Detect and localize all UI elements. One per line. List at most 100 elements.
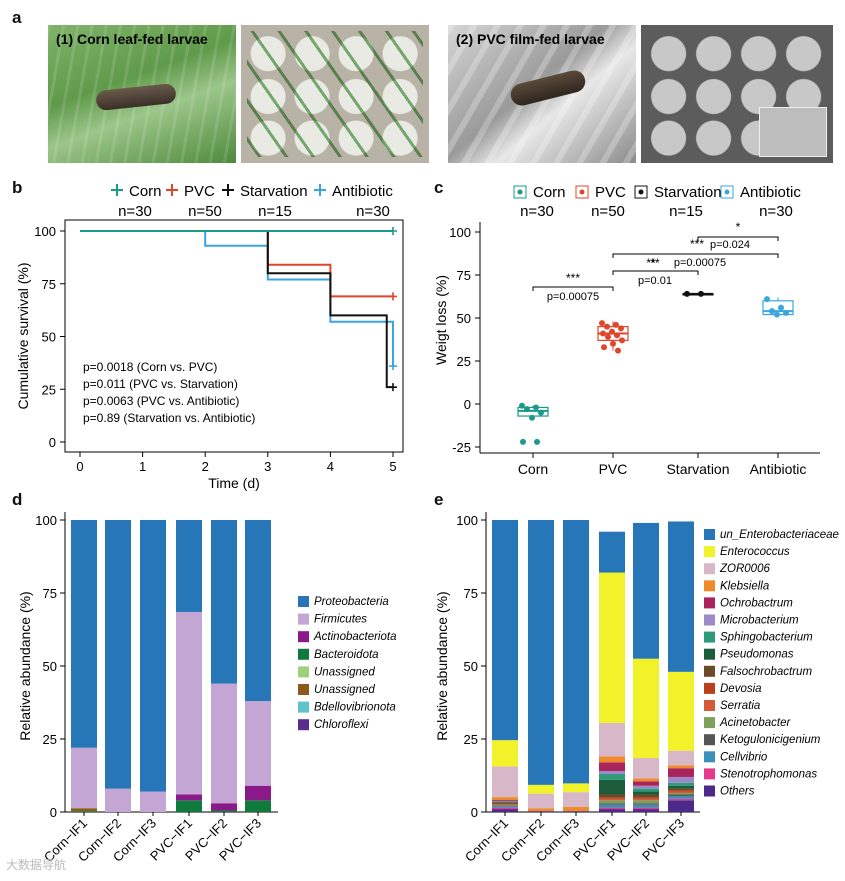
bar-segment-serratia xyxy=(599,798,625,801)
legend-label-starvation: Starvation xyxy=(654,184,722,201)
x-tick-label: 5 xyxy=(389,459,396,474)
bar-segment-others xyxy=(492,809,518,812)
comparison-stars: * xyxy=(736,220,741,234)
legend-label-starvation: Starvation xyxy=(240,183,308,200)
data-point xyxy=(538,409,544,416)
bar-segment-microbacterium xyxy=(492,800,518,802)
comparison-p: p=0.01 xyxy=(638,275,672,287)
panel-label-a: a xyxy=(12,8,22,27)
legend-label-others: Others xyxy=(720,786,755,798)
legend-label-enterococcus: Enterococcus xyxy=(720,546,790,558)
legend-label-acinetobacter: Acinetobacter xyxy=(719,717,791,729)
legend-swatch-ochrobactrum xyxy=(704,597,715,609)
data-point xyxy=(613,321,619,328)
bar-segment-falsochrobactrum xyxy=(633,794,659,798)
p-value-annotation: p=0.011 (PVC vs. Starvation) xyxy=(83,377,238,391)
bar-segment-serratia xyxy=(633,798,659,801)
data-point xyxy=(529,414,535,421)
bar-segment-ochrobactrum xyxy=(668,768,694,777)
data-point xyxy=(520,438,526,445)
bar-segment-zor0006 xyxy=(563,792,589,807)
legend-label-unassigned: Unassigned xyxy=(314,684,375,696)
x-tick-label: PVC xyxy=(599,461,628,477)
legend-label-zor0006: ZOR0006 xyxy=(719,563,770,575)
bar-segment-ketogulonicigenium xyxy=(599,803,625,805)
p-value-annotation: p=0.0063 (PVC vs. Antibiotic) xyxy=(83,394,239,408)
bar-segment-cellvibrio xyxy=(633,804,659,808)
bar-segment-unassigned xyxy=(71,808,97,812)
bar-segment-ketogulonicigenium xyxy=(633,803,659,805)
p-value-annotation: p=0.0018 (Corn vs. PVC) xyxy=(83,360,217,374)
y-tick-label: 100 xyxy=(449,225,471,240)
data-point xyxy=(604,323,610,330)
y-tick-label: 100 xyxy=(456,513,478,528)
x-axis-label: Time (d) xyxy=(208,475,260,491)
legend-label-proteobacteria: Proteobacteria xyxy=(314,596,389,608)
bar-segment-un-enterobacteriaceae xyxy=(528,520,554,785)
data-point xyxy=(601,344,607,351)
bar-segment-actinobacteriota xyxy=(176,794,202,801)
legend-swatch-stenotrophomonas xyxy=(704,768,715,780)
bar-segment-klebsiella xyxy=(563,806,589,812)
legend-label-pvc: PVC xyxy=(184,183,215,200)
x-tick-label: 2 xyxy=(202,459,209,474)
bar-segment-others xyxy=(563,811,589,812)
legend-dot-corn xyxy=(517,189,523,195)
box-corn xyxy=(517,402,549,445)
bar-segment-pseudomonas xyxy=(633,791,659,795)
comparison-stars: ** xyxy=(646,256,656,270)
bar-segment-firmicutes xyxy=(245,701,271,786)
comparison-stars: *** xyxy=(690,237,704,251)
bar-segment-firmicutes xyxy=(176,611,202,795)
bar-segment-proteobacteria xyxy=(140,520,166,792)
legend-swatch-enterococcus xyxy=(704,546,715,558)
comparison-stars: *** xyxy=(566,271,580,285)
bar-segment-stenotrophomonas xyxy=(633,807,659,810)
pvc-larva-photo: (2) PVC film-fed larvae xyxy=(448,25,636,163)
bar-segment-others xyxy=(528,811,554,812)
y-tick-label: 100 xyxy=(34,224,56,239)
pvc-photo-caption: (2) PVC film-fed larvae xyxy=(456,31,605,47)
legend-label-stenotrophomonas: Stenotrophomonas xyxy=(720,768,817,780)
legend-n-starvation: n=15 xyxy=(258,203,292,220)
bar-segment-stenotrophomonas xyxy=(492,807,518,810)
data-point xyxy=(684,290,690,297)
bar-segment-ketogulonicigenium xyxy=(668,794,694,796)
bar-segment-acinetobacter xyxy=(633,800,659,804)
bar-segment-cellvibrio xyxy=(492,806,518,808)
legend-key-starvation xyxy=(222,184,234,196)
data-point xyxy=(778,304,784,311)
legend-label-unassigned: Unassigned xyxy=(314,666,375,678)
bar-segment-klebsiella xyxy=(528,808,554,812)
legend-label-cellvibrio: Cellvibrio xyxy=(720,751,768,763)
comparison-bracket xyxy=(612,270,699,275)
bar-segment-zor0006 xyxy=(599,722,625,757)
data-point xyxy=(610,340,616,347)
bar-segment-proteobacteria xyxy=(176,520,202,612)
legend-n-antibiotic: n=30 xyxy=(356,203,390,220)
data-point xyxy=(698,290,704,297)
panel-label-c: c xyxy=(434,178,444,197)
corn-wells-photo xyxy=(241,25,429,163)
legend-swatch-chloroflexi xyxy=(298,719,309,731)
x-tick-label: 3 xyxy=(264,459,271,474)
bar-segment-acinetobacter xyxy=(599,800,625,804)
legend-n-corn: n=30 xyxy=(520,203,554,220)
data-point xyxy=(618,325,624,332)
y-tick-label: 0 xyxy=(471,805,478,820)
bar-segment-un-enterobacteriaceae xyxy=(563,520,589,784)
legend-label-corn: Corn xyxy=(129,183,162,200)
watermark: 大数据导航 xyxy=(6,858,67,872)
legend-label-klebsiella: Klebsiella xyxy=(720,580,769,592)
bar-segment-bacteroidota xyxy=(71,811,97,812)
data-point xyxy=(524,406,530,413)
censor-mark-antibiotic xyxy=(389,362,397,371)
survival-line-starvation xyxy=(80,230,393,389)
legend-label-pvc: PVC xyxy=(595,184,626,201)
bar-segment-proteobacteria xyxy=(211,520,237,684)
legend-n-starvation: n=15 xyxy=(669,203,703,220)
pvc-wells-photo xyxy=(641,25,833,163)
bar-segment-sphingobacterium xyxy=(599,774,625,780)
legend-label-pseudomonas: Pseudomonas xyxy=(720,649,794,661)
